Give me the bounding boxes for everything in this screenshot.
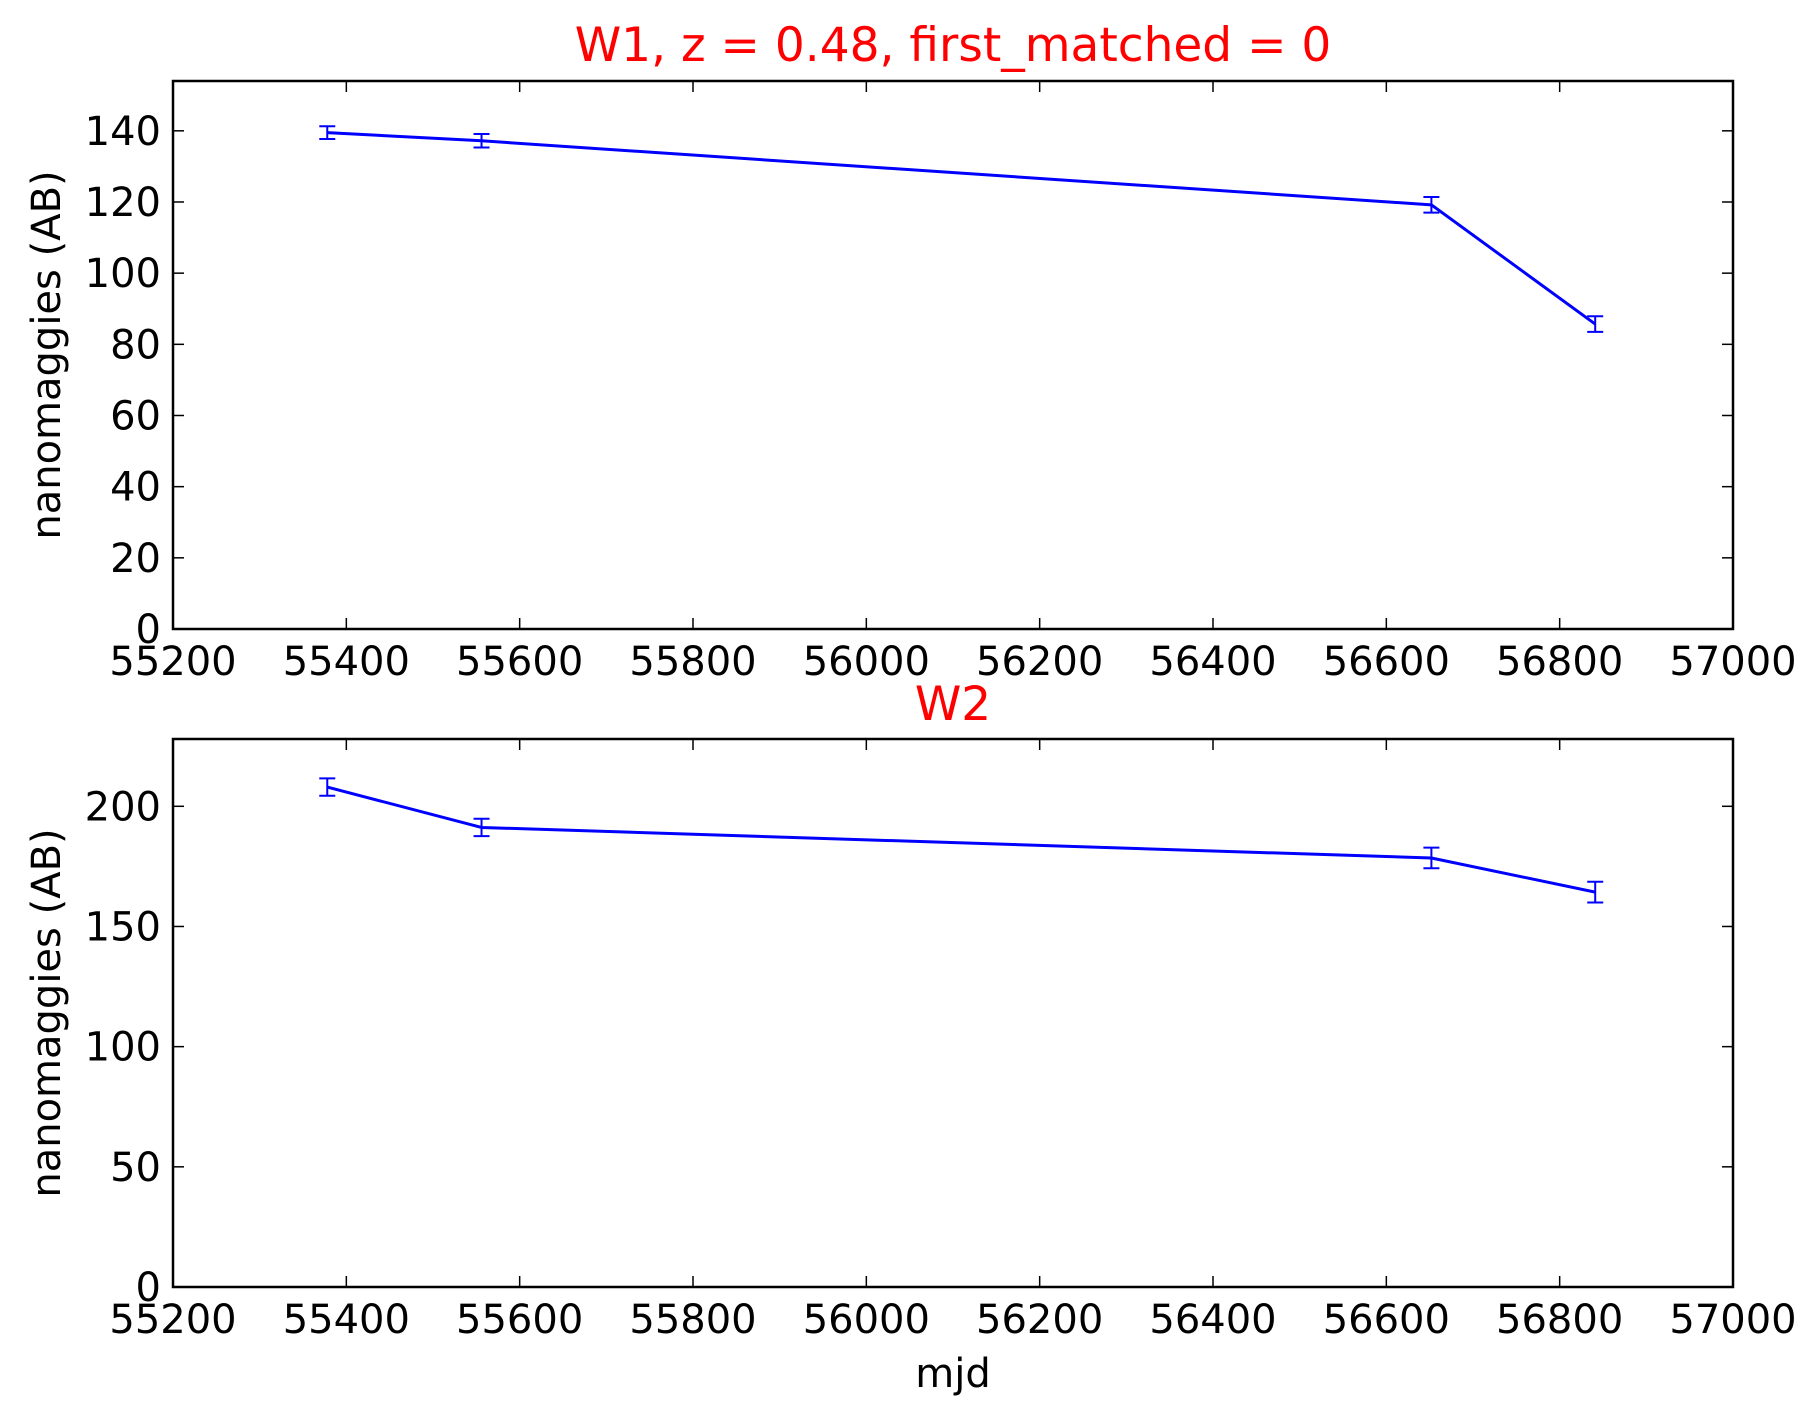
plot1-xtick-label: 56400 bbox=[1149, 1297, 1276, 1343]
w2-plot: W2 55200 55400 55600 55800 56000 56200 56400 566… bbox=[24, 677, 1797, 1397]
plot1-xtick-label: 56600 bbox=[1323, 1297, 1450, 1343]
plot0-series-line bbox=[327, 131, 1597, 326]
plot1-xtick-label: 55800 bbox=[629, 1297, 756, 1343]
plot0-xtick-label: 56000 bbox=[803, 639, 930, 685]
plot0-ytick-label: 80 bbox=[110, 322, 161, 368]
plot0-ytick-label: 0 bbox=[136, 607, 161, 653]
plot0-title: W1, z = 0.48, first_matched = 0 bbox=[575, 18, 1332, 73]
plot0-xtick-label: 56600 bbox=[1323, 639, 1450, 685]
plot0-ytick-label: 100 bbox=[85, 251, 161, 297]
plot1-ytick-label: 0 bbox=[136, 1265, 161, 1311]
plot0-ytick-label: 20 bbox=[110, 536, 161, 582]
w1-plot: W1, z = 0.48, first_matched = 0 55200 5540… bbox=[24, 18, 1797, 685]
plot1-ytick-label: 150 bbox=[85, 904, 161, 950]
plot1-ytick-label: 200 bbox=[85, 784, 161, 830]
plot1-ylabel: nanomaggies (AB) bbox=[24, 828, 70, 1197]
plot1-axes-frame bbox=[171, 737, 1735, 1289]
plot1-xtick-label: 56800 bbox=[1496, 1297, 1623, 1343]
plot0-xtick-label: 55400 bbox=[283, 639, 410, 685]
plot1-series-line bbox=[326, 785, 1596, 894]
plot0-xtick-label: 56200 bbox=[976, 639, 1103, 685]
plot1-xtick-label: 57000 bbox=[1669, 1297, 1796, 1343]
plot0-ytick-label: 60 bbox=[110, 393, 161, 439]
plot1-ytick-label: 50 bbox=[110, 1145, 161, 1191]
plot1-xtick-label: 55200 bbox=[109, 1297, 236, 1343]
plot0-ytick-label: 40 bbox=[110, 465, 161, 511]
plot0-xtick-label: 57000 bbox=[1669, 639, 1796, 685]
plot1-xtick-label: 56200 bbox=[976, 1297, 1103, 1343]
plot0-xtick-label: 55800 bbox=[629, 639, 756, 685]
plot1-ytick-label: 100 bbox=[85, 1025, 161, 1071]
plot1-xlabel: mjd bbox=[915, 1351, 990, 1397]
plot1-title: W2 bbox=[915, 677, 991, 732]
plot1-xtick-label: 55400 bbox=[283, 1297, 410, 1343]
plot0-xtick-label: 56400 bbox=[1149, 639, 1276, 685]
plot0-ytick-label: 120 bbox=[85, 180, 161, 226]
plot1-xtick-label: 55600 bbox=[456, 1297, 583, 1343]
plot0-axes-frame bbox=[171, 79, 1735, 631]
plot0-ytick-label: 140 bbox=[85, 109, 161, 155]
plot0-xtick-label: 56800 bbox=[1496, 639, 1623, 685]
plot0-ylabel: nanomaggies (AB) bbox=[24, 170, 70, 539]
plot1-xtick-label: 56000 bbox=[803, 1297, 930, 1343]
plot0-xtick-label: 55600 bbox=[456, 639, 583, 685]
plot0-xtick-label: 55200 bbox=[109, 639, 236, 685]
